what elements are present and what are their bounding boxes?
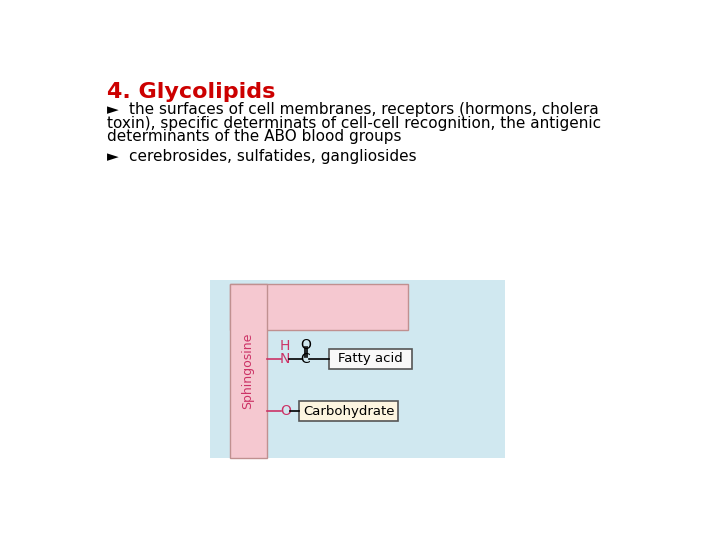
Text: O: O [300, 338, 311, 352]
Bar [210, 280, 505, 457]
Bar [300, 401, 398, 421]
Text: toxin), specific determinats of cell-cell recognition, the antigenic: toxin), specific determinats of cell-cel… [107, 116, 601, 131]
Bar [230, 284, 266, 457]
Text: H: H [280, 339, 290, 353]
Text: N: N [280, 352, 290, 366]
Text: determinants of the ABO blood groups: determinants of the ABO blood groups [107, 130, 402, 145]
Text: Fatty acid: Fatty acid [338, 353, 403, 366]
Text: Sphingosine: Sphingosine [242, 333, 255, 409]
Text: 4. Glycolipids: 4. Glycolipids [107, 82, 276, 102]
Bar [230, 284, 408, 330]
Text: cerebrosides, sulfatides, gangliosides: cerebrosides, sulfatides, gangliosides [129, 150, 416, 165]
Text: O: O [280, 404, 291, 418]
Text: ►: ► [107, 102, 119, 117]
Text: ►: ► [107, 150, 119, 165]
Bar [329, 349, 413, 369]
Text: the surfaces of cell membranes, receptors (hormons, cholera: the surfaces of cell membranes, receptor… [129, 102, 598, 117]
Text: Carbohydrate: Carbohydrate [303, 405, 395, 418]
Text: C: C [300, 352, 310, 366]
